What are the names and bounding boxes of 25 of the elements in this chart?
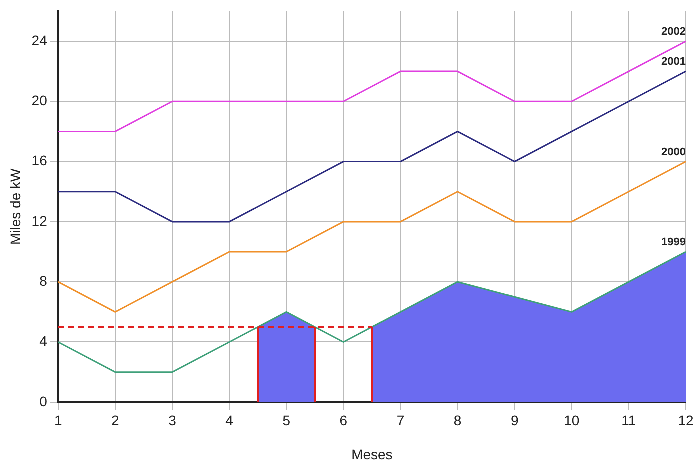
x-tick-label: 3 (168, 412, 177, 429)
x-tick-label: 8 (454, 412, 462, 429)
x-tick-label: 7 (396, 412, 405, 429)
x-tick-label: 9 (510, 412, 519, 429)
x-tick-label: 4 (226, 412, 234, 429)
series-label: 1999 (662, 236, 686, 249)
y-tick-label: 12 (32, 212, 48, 229)
x-tick-label: 12 (678, 412, 694, 429)
y-axis-title: Miles de kW (7, 168, 24, 246)
series-label: 2000 (662, 146, 686, 158)
y-tick-label: 0 (40, 393, 48, 410)
series-label: 2001 (662, 56, 686, 68)
x-tick-label: 2 (112, 412, 120, 429)
x-tick-label: 10 (564, 412, 580, 429)
y-tick-label: 20 (32, 92, 48, 108)
y-tick-label: 24 (32, 32, 48, 48)
x-tick-label: 1 (54, 412, 62, 429)
x-tick-label: 6 (340, 412, 348, 429)
x-axis-title: Meses (352, 446, 393, 462)
x-tick-label: 11 (622, 412, 636, 429)
series-label: 2002 (662, 26, 686, 38)
y-tick-label: 8 (40, 272, 48, 289)
y-tick-label: 4 (40, 333, 48, 350)
y-tick-label: 16 (32, 152, 48, 169)
x-tick-label: 5 (282, 412, 291, 429)
